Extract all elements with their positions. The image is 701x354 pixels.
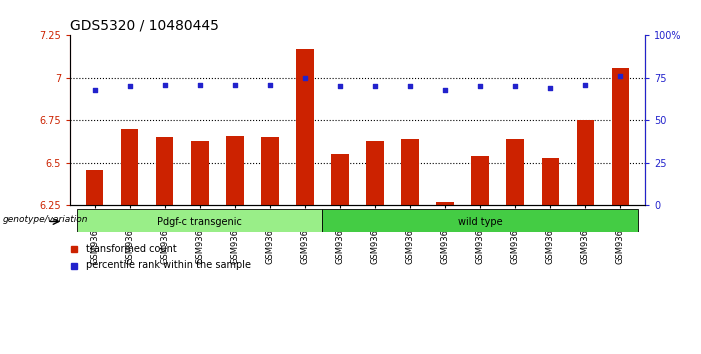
- Point: [89, 87, 100, 93]
- Point: [369, 84, 381, 89]
- Text: genotype/variation: genotype/variation: [3, 215, 88, 224]
- Bar: [331, 154, 348, 205]
- Point: [475, 84, 486, 89]
- Point: [264, 82, 275, 87]
- Text: percentile rank within the sample: percentile rank within the sample: [86, 261, 250, 270]
- Bar: [611, 68, 629, 205]
- Point: [159, 82, 170, 87]
- Text: Pdgf-c transgenic: Pdgf-c transgenic: [157, 217, 243, 227]
- Point: [299, 75, 311, 81]
- Point: [615, 73, 626, 79]
- Bar: [191, 141, 209, 205]
- Bar: [86, 170, 104, 205]
- Point: [510, 84, 521, 89]
- Text: transformed count: transformed count: [86, 244, 176, 254]
- Bar: [156, 137, 174, 205]
- Bar: [297, 49, 314, 205]
- Point: [545, 85, 556, 91]
- Bar: [436, 202, 454, 205]
- Bar: [121, 129, 138, 205]
- Point: [194, 82, 205, 87]
- Point: [440, 87, 451, 93]
- Bar: [401, 139, 418, 205]
- Bar: [366, 141, 384, 205]
- Bar: [226, 136, 244, 205]
- Bar: [506, 139, 524, 205]
- Text: GDS5320 / 10480445: GDS5320 / 10480445: [70, 19, 219, 33]
- Point: [229, 82, 240, 87]
- Bar: [261, 137, 278, 205]
- Point: [124, 84, 135, 89]
- Bar: [322, 209, 638, 232]
- Point: [334, 84, 346, 89]
- Text: wild type: wild type: [458, 217, 503, 227]
- Point: [404, 84, 416, 89]
- Bar: [471, 156, 489, 205]
- Bar: [77, 209, 322, 232]
- Point: [580, 82, 591, 87]
- Bar: [542, 158, 559, 205]
- Bar: [576, 120, 594, 205]
